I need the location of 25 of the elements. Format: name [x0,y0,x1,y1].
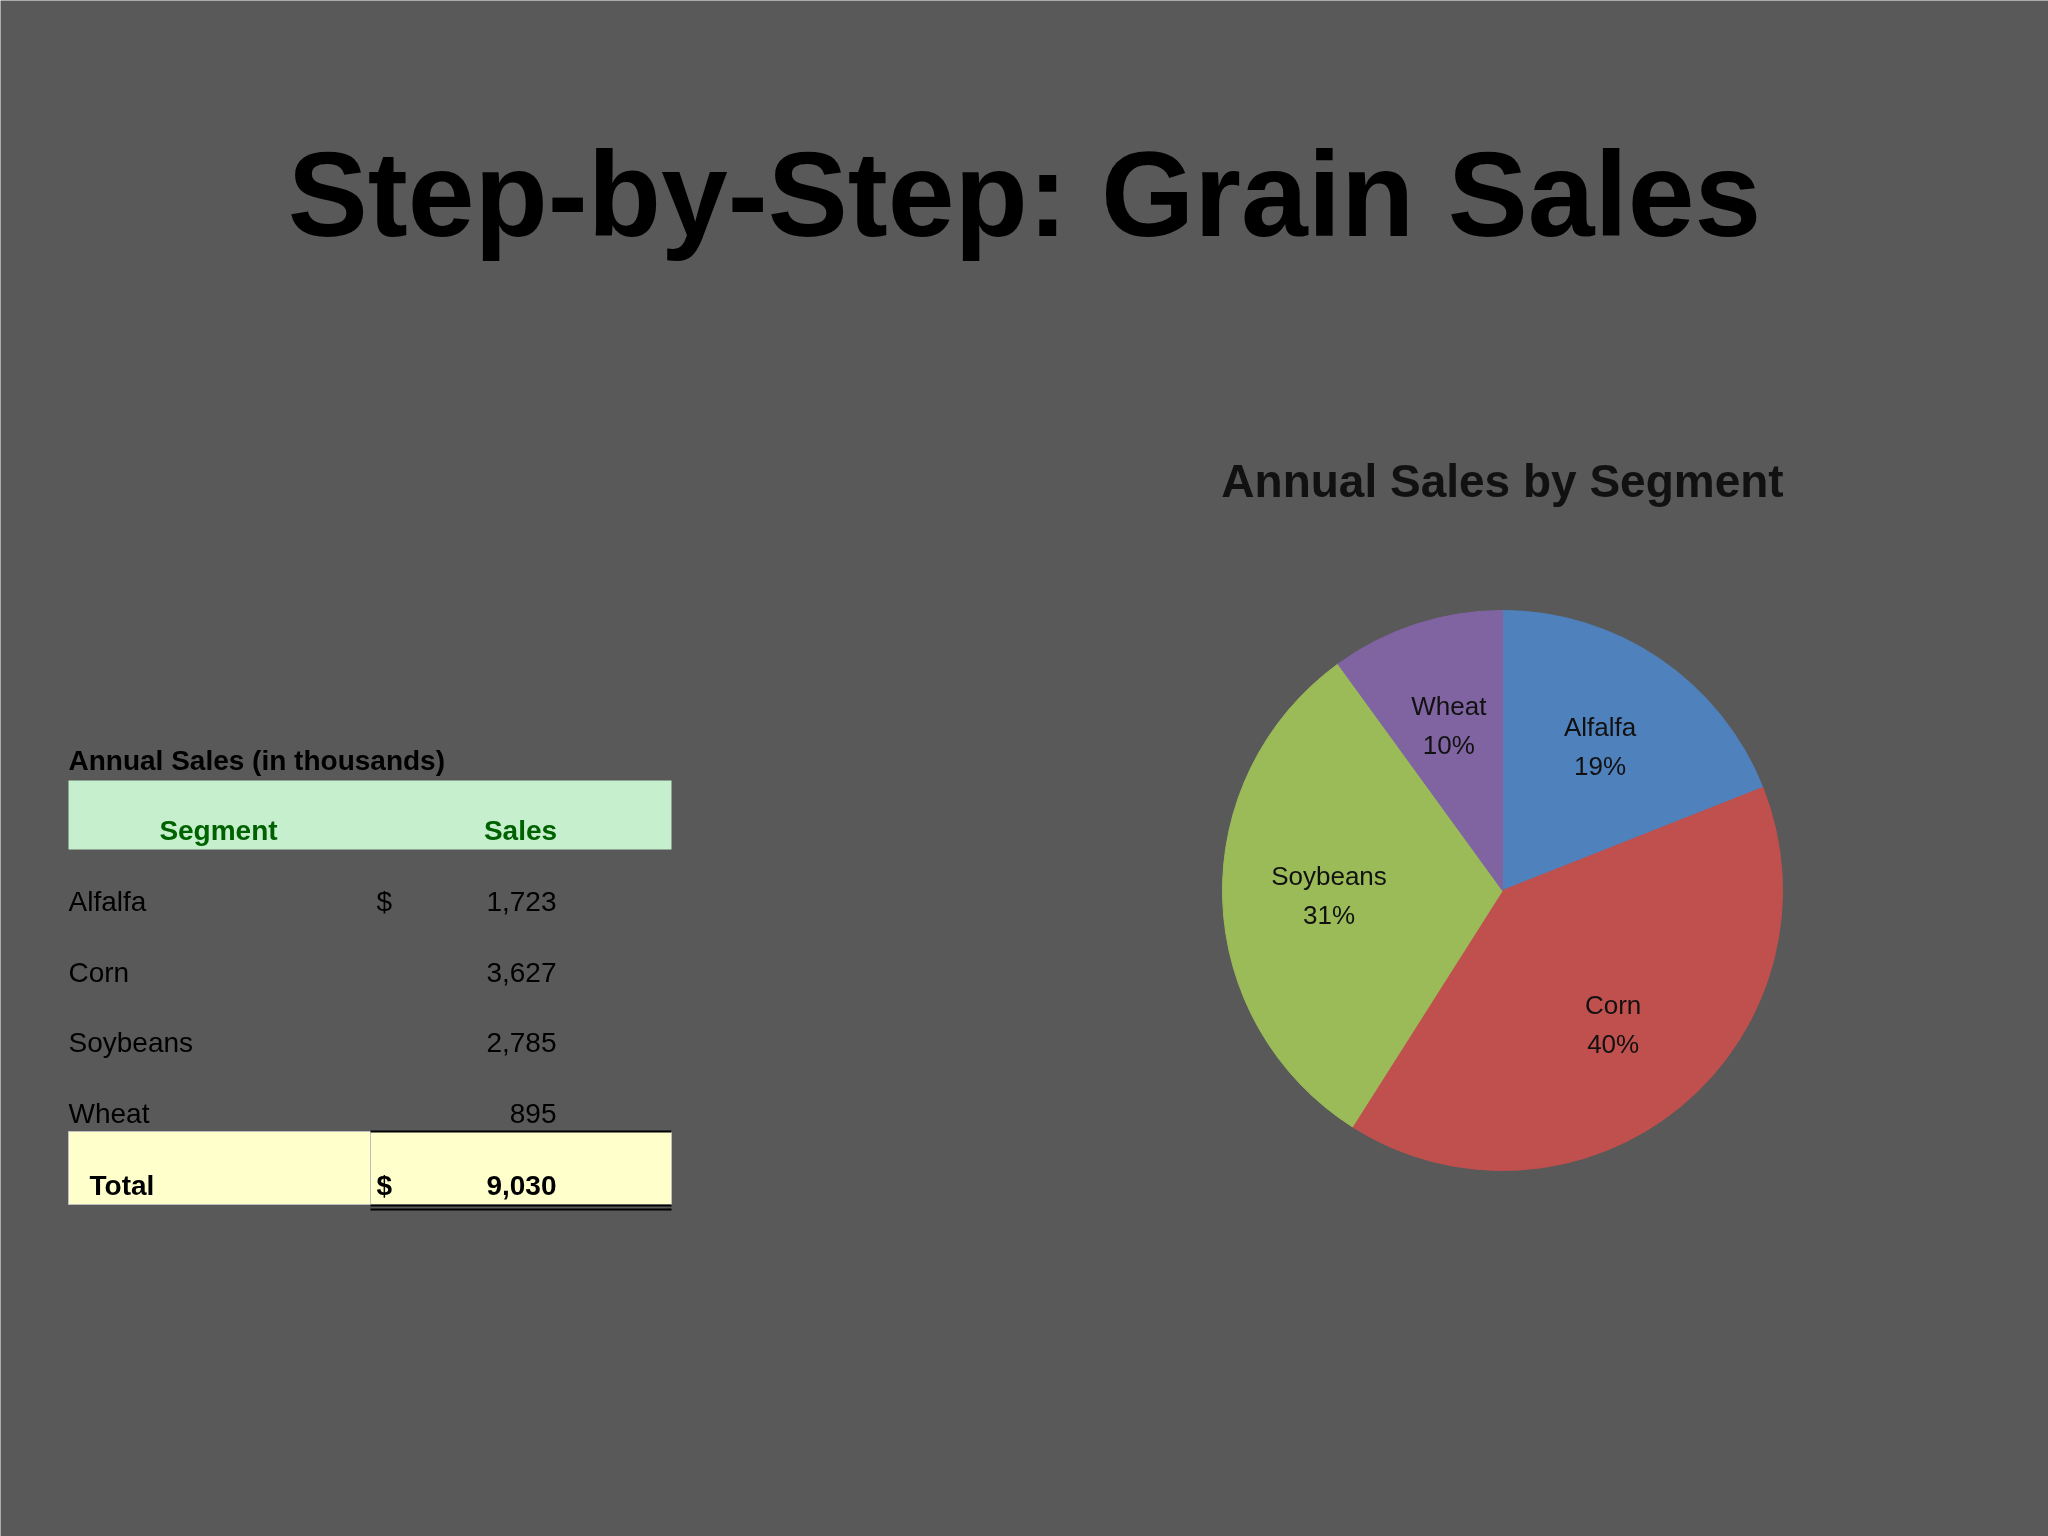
text: Step-by-Step: Grain Sales [287,126,1762,261]
text: Segment [159,815,278,846]
slice-label: Soybeans [1271,861,1387,892]
data-label: 3,627 [486,956,557,988]
data-label: 895 [509,1097,557,1129]
category-label: Wheat [68,1097,150,1129]
text: 9,030 [486,1170,557,1201]
data-label: 31% [1302,900,1356,931]
text: $ [376,1170,393,1201]
data-label: 40% [1587,1028,1640,1059]
category-label: Corn [68,956,130,988]
text: Total [89,1170,155,1201]
chart-title: Annual Sales by Segment [1221,454,1784,507]
slice-label: Wheat [1411,690,1488,721]
slice-label: Alfalfa [1563,712,1637,743]
category-label: Alfalfa [68,886,147,917]
category-label: Soybeans [68,1027,194,1058]
data-label: 10% [1422,729,1475,760]
data-label: 1,723 [486,886,557,917]
slice-label: Corn [1584,989,1642,1020]
text: Sales [483,815,558,846]
text: Annual Sales (in thousands) [68,745,445,776]
data-label: 19% [1574,751,1627,782]
text: $ [376,886,393,917]
data-label: 2,785 [486,1027,557,1058]
